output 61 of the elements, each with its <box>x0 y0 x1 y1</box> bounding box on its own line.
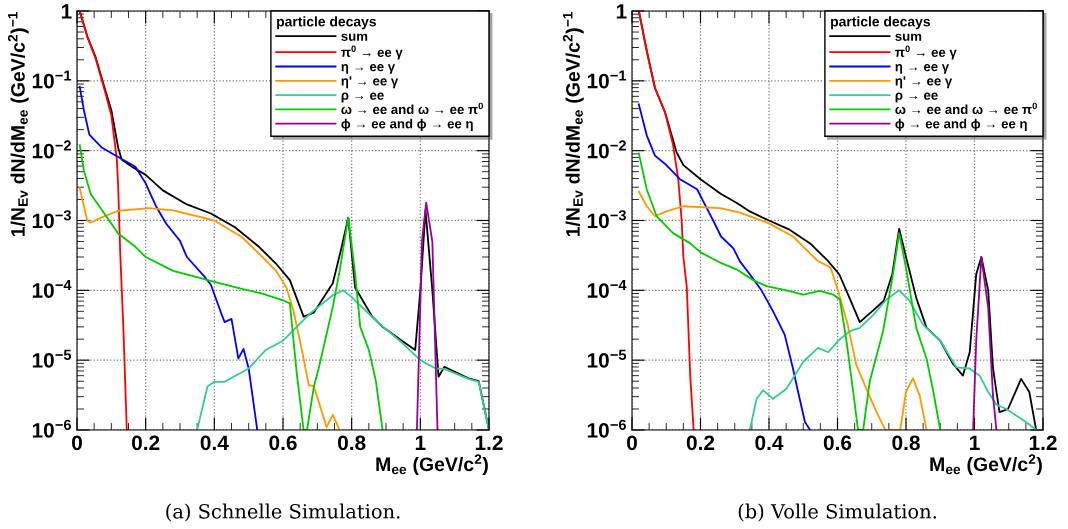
y-tick-label: 10$^{−1}$ <box>32 70 72 89</box>
x-axis-title: M$_{ee}$ (GeV/c$^{2}$) <box>930 454 1042 476</box>
legend-label: ϕ → ee and ϕ → ee η <box>895 118 1027 131</box>
line-series <box>637 103 812 430</box>
line-series <box>637 190 928 430</box>
x-tick-label: 0.6 <box>823 435 852 451</box>
line-series <box>748 289 1038 430</box>
line-series <box>415 201 439 430</box>
line-series <box>196 289 489 430</box>
y-tick-label: 10$^{−6}$ <box>587 419 626 438</box>
y-axis-title: 1/N$_{Ev}$ dN/dM$_{ee}$ (GeV/c$^{2}$)$^{−1}$ <box>7 12 29 237</box>
y-tick-label: 10$^{−4}$ <box>587 279 627 298</box>
legend-title: particle decays <box>277 16 376 30</box>
y-tick-label: 10$^{−2}$ <box>587 140 626 159</box>
legend-label: η' → ee γ <box>895 76 953 89</box>
line-series <box>637 11 695 430</box>
legend-label: ρ → ee <box>341 92 384 103</box>
y-axis-title: 1/N$_{Ev}$ dN/dM$_{ee}$ (GeV/c$^{2}$)$^{−1}$ <box>562 12 584 237</box>
legend-label: ω → ee and ω → ee π$^{0}$ <box>895 102 1037 115</box>
legend-label: sum <box>341 33 368 41</box>
x-tick-label: 0.2 <box>132 435 160 451</box>
x-tick-label: 0.6 <box>269 435 297 451</box>
y-tick-label: 1 <box>616 4 627 19</box>
y-tick-label: 10$^{−5}$ <box>32 349 72 368</box>
x-axis-title: M$_{ee}$ (GeV/c$^{2}$) <box>376 454 488 476</box>
legend-label: η → ee γ <box>895 64 950 74</box>
line-series <box>972 256 998 430</box>
x-tick-label: 0.4 <box>755 435 784 451</box>
legend-label: η → ee γ <box>341 64 396 74</box>
y-tick-label: 10$^{−6}$ <box>32 419 71 438</box>
x-tick-label: 0.8 <box>338 435 366 451</box>
legend-label: sum <box>895 33 922 41</box>
legend-label: ϕ → ee and ϕ → ee η <box>341 118 473 131</box>
y-tick-label: 10$^{−5}$ <box>587 349 627 368</box>
y-tick-label: 10$^{−3}$ <box>587 210 626 229</box>
line-series <box>78 144 384 430</box>
legend-label: π$^{0}$ → ee γ <box>895 45 957 60</box>
x-tick-label: 1 <box>970 435 980 450</box>
x-tick-label: 1.2 <box>1029 435 1057 450</box>
legend-label: η' → ee γ <box>341 76 399 89</box>
line-series <box>78 187 341 430</box>
text: (a) Schnelle Simulation. <box>166 503 400 522</box>
y-tick-label: 10$^{−4}$ <box>32 279 72 298</box>
x-tick-label: 0 <box>72 435 82 451</box>
legend-label: ω → ee and ω → ee π$^{0}$ <box>341 102 483 115</box>
x-tick-label: 0 <box>627 435 637 451</box>
x-tick-label: 0.4 <box>200 435 229 451</box>
legend-label: π$^{0}$ → ee γ <box>341 45 403 60</box>
text: (b) Volle Simulation. <box>738 503 936 522</box>
y-tick-label: 10$^{−3}$ <box>32 210 71 229</box>
y-tick-label: 10$^{−2}$ <box>32 140 71 159</box>
legend-title: particle decays <box>831 16 930 30</box>
legend-label: ρ → ee <box>895 92 938 103</box>
x-tick-label: 0.8 <box>892 435 920 451</box>
y-tick-label: 10$^{−1}$ <box>587 70 627 89</box>
x-tick-label: 1 <box>415 435 426 450</box>
y-tick-label: 1 <box>61 4 72 19</box>
line-series <box>637 152 942 430</box>
x-tick-label: 1.2 <box>475 435 503 450</box>
line-series <box>78 85 259 430</box>
x-tick-label: 0.2 <box>686 435 715 451</box>
